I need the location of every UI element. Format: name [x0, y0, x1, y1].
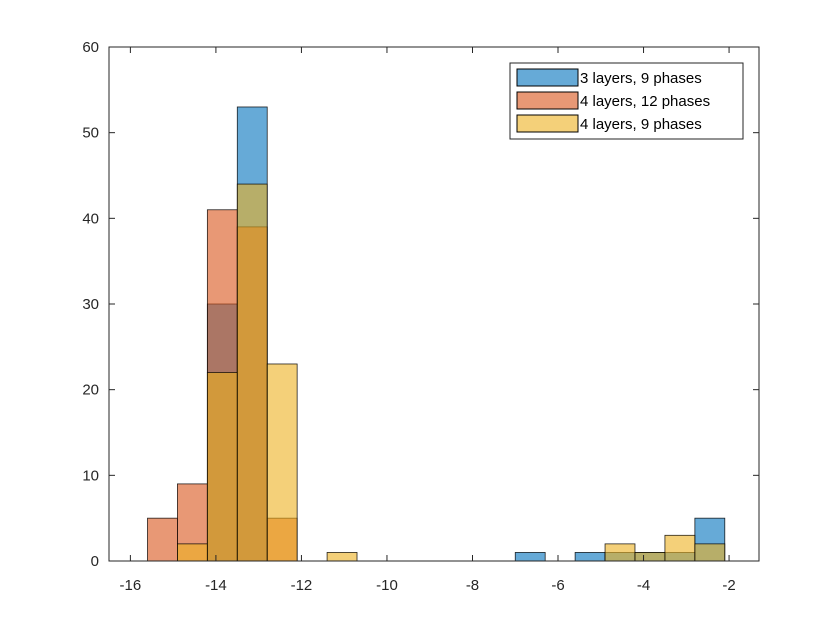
legend-swatch-2: [516, 91, 579, 110]
bar-series-2-bin-1: [147, 517, 178, 562]
y-tick-label: 20: [82, 382, 99, 399]
bar-series-3-bin-2: [206, 372, 238, 562]
y-tick-label: 0: [91, 553, 99, 570]
y-tick-label: 40: [82, 210, 99, 227]
bar-series-1-bin-3: [514, 552, 546, 562]
x-tick-label: -8: [466, 577, 479, 594]
legend-swatch-3: [516, 114, 579, 133]
y-tick-label: 30: [82, 296, 99, 313]
x-tick-label: -2: [722, 577, 735, 594]
axis-ticks: -16 -14 -12 -10 -8 -6 -4 -2 0 10 20 30 40 50 60: [82, 39, 759, 594]
bar-series-3-bin-8: [664, 534, 696, 562]
bar-series-3-bin-9: [694, 543, 726, 562]
histogram-bars: [147, 106, 726, 562]
bar-series-3-bin-4: [266, 363, 298, 562]
legend-label-1: 3 layers, 9 phases: [580, 70, 702, 87]
bar-series-3-bin-7: [634, 552, 666, 562]
bar-series-3-bin-5: [326, 552, 358, 562]
bar-series-3-bin-6: [604, 543, 636, 562]
bar-series-3-bin-1: [177, 543, 208, 562]
y-tick-label: 50: [82, 125, 99, 142]
x-tick-label: -10: [376, 577, 398, 594]
y-tick-label: 10: [82, 467, 99, 484]
y-tick-label: 60: [82, 39, 99, 56]
x-tick-label: -6: [551, 577, 564, 594]
x-tick-label: -16: [120, 577, 142, 594]
legend: 3 layers, 9 phases 4 layers, 12 phases 4 l…: [509, 62, 744, 140]
x-tick-label: -14: [205, 577, 227, 594]
legend-label-2: 4 layers, 12 phases: [580, 93, 710, 110]
legend-label-3: 4 layers, 9 phases: [580, 116, 702, 133]
bar-series-3-bin-3: [236, 183, 268, 562]
bar-series-1-bin-4: [574, 552, 606, 562]
x-tick-label: -12: [291, 577, 313, 594]
x-tick-label: -4: [637, 577, 650, 594]
legend-swatch-1: [516, 68, 579, 87]
